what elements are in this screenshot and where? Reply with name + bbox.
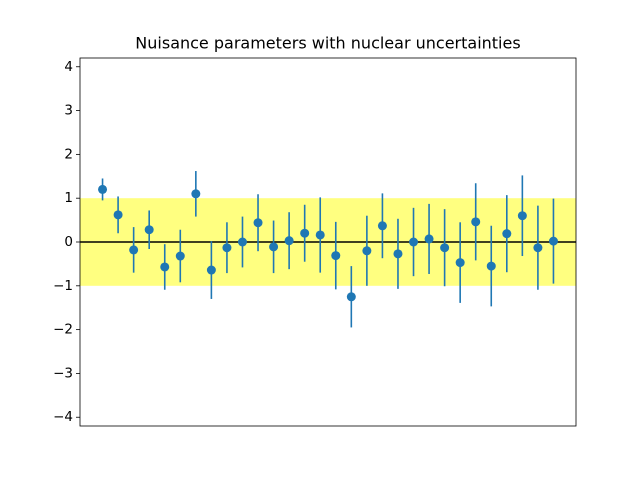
point bbox=[113, 210, 123, 220]
point bbox=[517, 211, 527, 221]
point bbox=[237, 237, 247, 247]
point bbox=[377, 221, 387, 231]
point bbox=[160, 262, 170, 272]
point bbox=[424, 234, 434, 244]
y-tick-label: 4 bbox=[64, 59, 73, 75]
point bbox=[486, 261, 496, 271]
point bbox=[315, 230, 325, 240]
point bbox=[206, 265, 216, 275]
plot-frame bbox=[79, 57, 577, 427]
point bbox=[533, 243, 543, 253]
y-tick-label: −3 bbox=[53, 365, 73, 381]
y-tick-label: 1 bbox=[64, 190, 73, 206]
point bbox=[331, 251, 341, 261]
point bbox=[471, 217, 481, 227]
point bbox=[269, 242, 279, 252]
point bbox=[502, 229, 512, 239]
point bbox=[253, 218, 263, 228]
point bbox=[346, 292, 356, 302]
point bbox=[409, 237, 419, 247]
point bbox=[284, 236, 294, 246]
y-tick-label: 0 bbox=[64, 234, 73, 250]
y-tick-label: −4 bbox=[53, 409, 73, 425]
point bbox=[440, 243, 450, 253]
point bbox=[393, 249, 403, 259]
point bbox=[191, 189, 201, 199]
point bbox=[144, 225, 154, 235]
point bbox=[129, 245, 139, 255]
point bbox=[455, 258, 465, 268]
point bbox=[362, 246, 372, 256]
y-tick-label: 3 bbox=[64, 103, 73, 119]
y-tick-label: −1 bbox=[53, 278, 73, 294]
y-tick-label: −2 bbox=[53, 322, 73, 338]
point bbox=[548, 236, 558, 246]
point bbox=[300, 228, 310, 238]
chart-title: Nuisance parameters with nuclear uncerta… bbox=[135, 34, 520, 53]
point bbox=[222, 243, 232, 253]
y-tick-label: 2 bbox=[64, 146, 73, 162]
point bbox=[98, 184, 108, 194]
point bbox=[175, 251, 185, 261]
